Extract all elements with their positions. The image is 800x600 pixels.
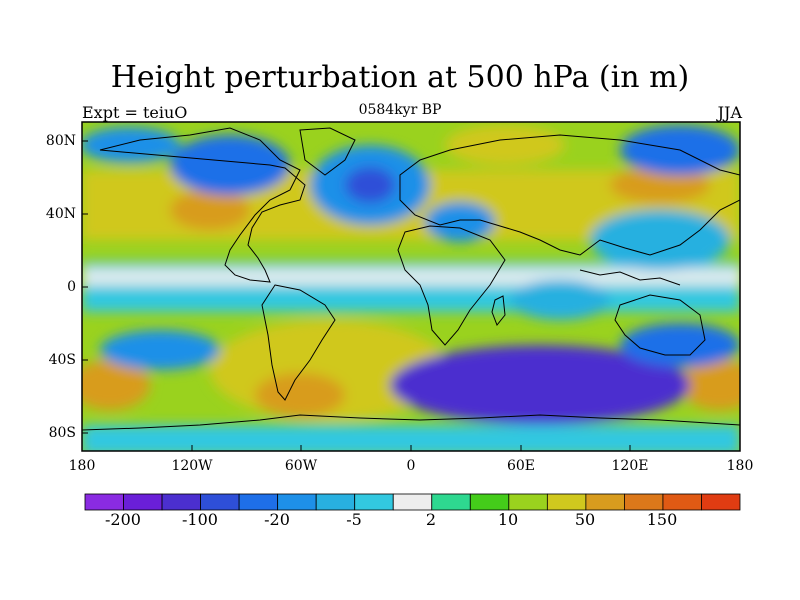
coast-south-america: [261, 284, 336, 401]
coast-australia: [614, 294, 706, 356]
field-low-west: [82, 127, 180, 163]
lat-label-40n: 40N: [45, 206, 76, 222]
colorbar-label: 10: [497, 510, 519, 529]
field-sh-deep-low: [390, 345, 690, 425]
field-sh-low-australia: [620, 323, 740, 367]
colorbar-swatch: [161, 493, 201, 511]
lon-label-120w: 120W: [171, 458, 213, 474]
colorbar-label: -5: [346, 510, 362, 529]
coastlines: [82, 127, 740, 431]
colorbar-swatch: [277, 493, 317, 511]
colorbar-swatch: [123, 493, 163, 511]
time-label: 0584kyr BP: [358, 102, 442, 118]
field-orange-namerica: [170, 190, 250, 230]
lat-label-80s: 80S: [48, 425, 76, 441]
field-tropics-pacific: [590, 210, 730, 270]
colorbar-label: 2: [425, 510, 437, 529]
map-title: Height perturbation at 500 hPa (in m): [110, 60, 690, 95]
colorbar-swatch: [624, 493, 664, 511]
field-low-mediterranean: [425, 202, 495, 242]
colorbar-swatch: [354, 493, 394, 511]
lat-label-40s: 40S: [48, 352, 76, 368]
field-low-atlantic-core: [345, 167, 395, 203]
colorbar-swatch: [546, 493, 587, 511]
colorbar-swatch: [200, 493, 240, 511]
coast-eurasia: [399, 134, 740, 256]
colorbar-label: 150: [646, 510, 678, 529]
colorbar-swatch: [701, 493, 741, 511]
colorbar-swatch: [238, 493, 279, 511]
colorbar-swatch: [469, 493, 510, 511]
lon-label-60e: 60E: [506, 458, 536, 474]
field-low-arctic: [170, 135, 290, 195]
field-high-west: [82, 360, 150, 410]
lat-label-80n: 80N: [45, 133, 76, 149]
axis-ticks: [81, 140, 741, 451]
height-field: [82, 122, 740, 451]
field-orange-asia: [610, 167, 710, 203]
lon-label-60w: 60W: [284, 458, 318, 474]
field-sh-ridge-core: [255, 373, 345, 417]
colorbar-swatch: [508, 493, 548, 511]
colorbar-swatch: [431, 493, 471, 511]
field-tropics-indian: [510, 280, 610, 320]
coast-indonesia: [579, 269, 681, 286]
season-label: JJA: [717, 103, 742, 122]
lon-label-0: 0: [406, 458, 416, 474]
colorbar-label: -200: [105, 510, 141, 529]
colorbar-swatch: [84, 493, 124, 511]
coast-africa: [397, 225, 506, 346]
field-yellow-eurasia: [445, 125, 565, 165]
lon-label-120e: 120E: [611, 458, 649, 474]
colorbar-label: -20: [264, 510, 290, 529]
experiment-label: Expt = teiuO: [82, 103, 188, 122]
colorbar-label: -100: [182, 510, 218, 529]
coast-greenland: [299, 127, 356, 176]
lat-label-equator: 0: [67, 279, 76, 295]
coast-madagascar: [491, 295, 506, 326]
colorbar-swatch: [315, 493, 356, 511]
colorbar-swatch: [662, 493, 702, 511]
colorbar-swatch: [585, 493, 625, 511]
field-high-east: [680, 360, 740, 410]
colorbar-swatch: [392, 493, 433, 511]
coast-north-america: [99, 127, 306, 283]
coast-antarctica: [82, 414, 740, 431]
colorbar: [84, 493, 741, 511]
field-sh-low-pacific: [100, 330, 220, 370]
colorbar-label: 50: [574, 510, 596, 529]
lon-label-180w: 180: [68, 458, 96, 474]
lon-label-180e: 180: [726, 458, 754, 474]
